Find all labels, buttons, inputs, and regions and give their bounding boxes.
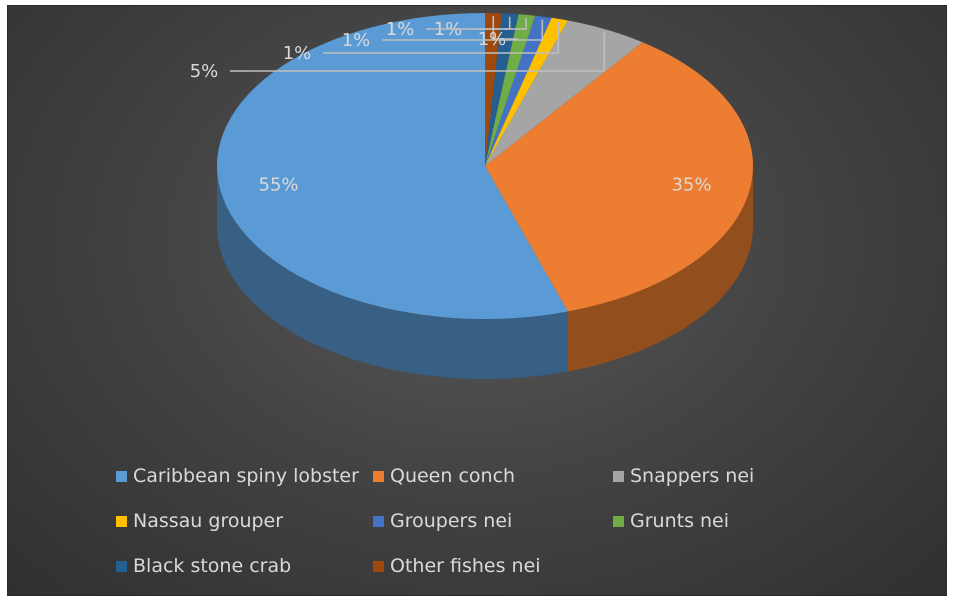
data-label: 1% xyxy=(342,30,371,51)
legend-swatch xyxy=(613,515,624,527)
legend-label: Black stone crab xyxy=(133,555,292,577)
legend-item: Snappers nei xyxy=(613,464,754,488)
legend-label: Caribbean spiny lobster xyxy=(133,465,359,487)
pie-side xyxy=(217,166,568,379)
legend-item: Nassau grouper xyxy=(116,509,283,533)
legend-swatch xyxy=(373,560,384,572)
data-label: 35% xyxy=(671,175,711,196)
pie-data-labels: 1%1%1%1%1%5%35%55% xyxy=(190,16,711,196)
legend-item: Groupers nei xyxy=(373,509,512,533)
data-label: 5% xyxy=(190,61,219,82)
legend-label: Groupers nei xyxy=(390,510,513,532)
pie-slice xyxy=(485,20,643,166)
legend-swatch xyxy=(116,560,127,572)
pie-chart: 1%1%1%1%1%5%35%55% xyxy=(190,13,753,379)
pie-slice xyxy=(485,42,753,312)
legend-item: Queen conch xyxy=(373,464,515,488)
data-label: 1% xyxy=(386,19,415,40)
legend-item: Black stone crab xyxy=(116,554,291,578)
pie-slice xyxy=(485,13,502,166)
leader-line xyxy=(382,19,544,41)
pie-slices xyxy=(217,13,753,319)
legend-swatch xyxy=(613,470,624,482)
legend-item: Other fishes nei xyxy=(373,554,541,578)
pie-slice xyxy=(485,17,568,166)
leader-line xyxy=(426,17,527,30)
data-label: 1% xyxy=(283,43,312,64)
legend-label: Grunts nei xyxy=(630,510,730,532)
legend-swatch xyxy=(116,515,127,527)
legend-label: Snappers nei xyxy=(630,465,755,487)
legend-label: Queen conch xyxy=(390,465,516,487)
legend-item: Grunts nei xyxy=(613,509,729,533)
legend-label: Nassau grouper xyxy=(133,510,284,532)
leader-line xyxy=(230,32,606,72)
data-label: 55% xyxy=(259,175,299,196)
legend-swatch xyxy=(373,515,384,527)
leader-line xyxy=(323,22,560,54)
pie-slice xyxy=(485,13,519,166)
legend-label: Other fishes nei xyxy=(390,555,541,577)
legend-item: Caribbean spiny lobster xyxy=(116,464,359,488)
legend-swatch xyxy=(116,470,127,482)
pie-slice xyxy=(485,14,536,166)
chart-area: 1% 1% 1% 1% 1% 5% 35% 55% Caribbean spiny lobst… xyxy=(7,5,947,596)
pie-side-walls xyxy=(217,166,753,379)
pie-slice xyxy=(217,13,568,319)
pie-side xyxy=(567,166,753,372)
legend-swatch xyxy=(373,470,384,482)
leader-line xyxy=(492,16,518,40)
